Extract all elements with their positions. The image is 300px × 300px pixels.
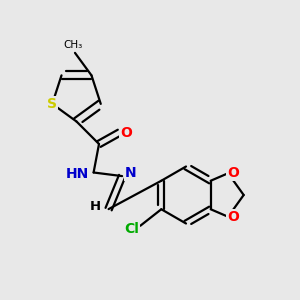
- Text: H: H: [89, 200, 101, 213]
- Text: HN: HN: [65, 167, 89, 181]
- Text: N: N: [125, 166, 136, 180]
- Text: Cl: Cl: [124, 222, 139, 236]
- Text: CH₃: CH₃: [64, 40, 83, 50]
- Text: O: O: [227, 166, 239, 180]
- Text: S: S: [47, 97, 57, 111]
- Text: O: O: [120, 126, 132, 140]
- Text: O: O: [227, 210, 239, 224]
